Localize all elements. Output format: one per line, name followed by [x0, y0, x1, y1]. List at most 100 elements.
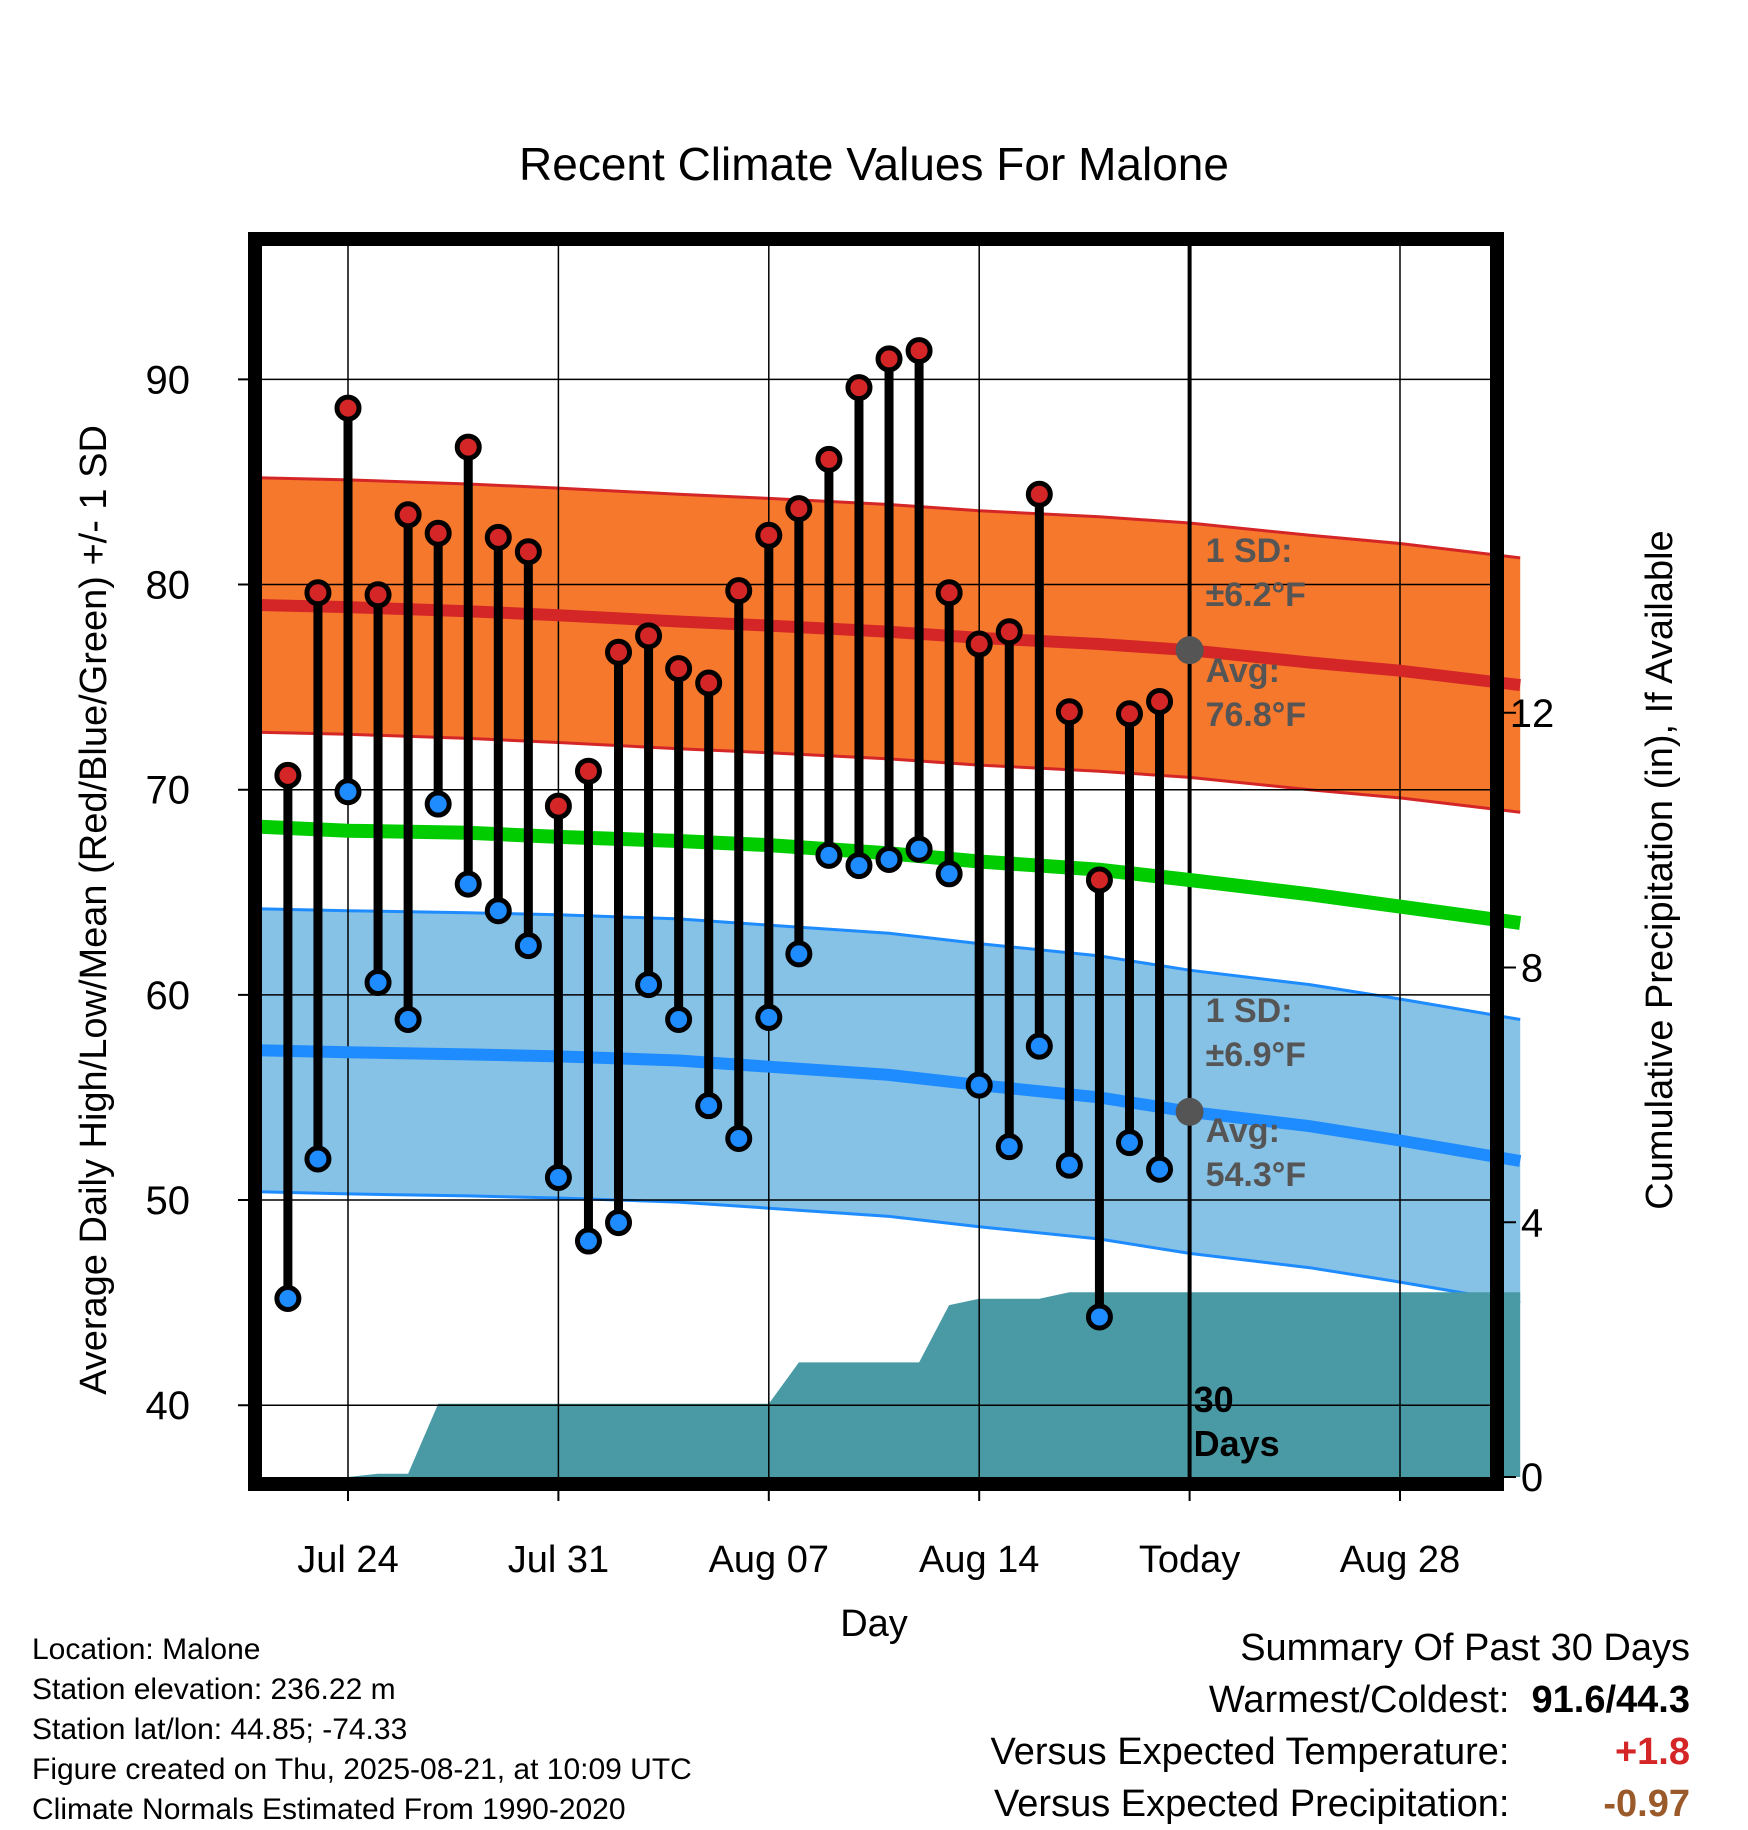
high-temp-point [1115, 700, 1143, 728]
high-temp-point [484, 523, 512, 551]
high-avg-label: Avg: [1206, 652, 1280, 690]
high-temp-point [274, 761, 302, 789]
y2-tick-label: 0 [1521, 1456, 1543, 1500]
plot-frame [248, 232, 1504, 1491]
low-temp-point [574, 1227, 602, 1255]
low-temp-point [1025, 1032, 1053, 1060]
low-temp-point [815, 841, 843, 869]
low-temp-point [785, 940, 813, 968]
high-temp-point [1085, 866, 1113, 894]
summary-warm-cold-value: 91.6/44.3 [1531, 1679, 1690, 1721]
low-sd-upper-edge [257, 907, 1521, 1021]
low-normal-line [257, 1044, 1522, 1167]
summary-temp-value: +1.8 [1614, 1731, 1690, 1773]
high-temp-point [755, 521, 783, 549]
high-sd-label: 1 SD: [1206, 532, 1293, 570]
x-tick-label: Jul 24 [297, 1539, 398, 1581]
y2-axis-label: Cumulative Precipitation (in), If Availa… [1639, 530, 1681, 1209]
precip-area [257, 1292, 1521, 1477]
summary-warm-cold-label: Warmest/Coldest: [1208, 1679, 1510, 1721]
summary-temp-label: Versus Expected Temperature: [990, 1731, 1510, 1773]
info-latlon: Station lat/lon: 44.85; -74.33 [32, 1713, 408, 1746]
low-temp-point [274, 1285, 302, 1313]
x-tick-label: Today [1139, 1539, 1240, 1581]
y-tick-label: 90 [146, 358, 191, 402]
high-temp-point [424, 519, 452, 547]
chart-title: Recent Climate Values For Malone [519, 138, 1229, 190]
low-temp-point [484, 897, 512, 925]
low-temp-point [304, 1145, 332, 1173]
y2-tick-label: 8 [1521, 947, 1543, 991]
low-temp-point [514, 932, 542, 960]
x-tick-label: Aug 28 [1340, 1539, 1460, 1581]
summary-panel: Summary Of Past 30 Days Warmest/Coldest:… [991, 1622, 1690, 1830]
info-created: Figure created on Thu, 2025-08-21, at 10… [32, 1753, 692, 1786]
low-temp-point [695, 1092, 723, 1120]
high-temp-point [695, 669, 723, 697]
low-avg-label: Avg: [1206, 1112, 1280, 1150]
low-temp-point [845, 852, 873, 880]
high-temp-point [454, 433, 482, 461]
low-temp-point [935, 860, 963, 888]
high-temp-point [514, 538, 542, 566]
low-temp-point [755, 1003, 783, 1031]
low-temp-point [1055, 1151, 1083, 1179]
y-tick-label: 80 [146, 564, 191, 608]
high-temp-point [1146, 687, 1174, 715]
low-temp-point [1146, 1155, 1174, 1183]
low-temp-point [1115, 1129, 1143, 1157]
high-temp-point [935, 579, 963, 607]
low-temp-point [605, 1209, 633, 1237]
low-temp-point [635, 971, 663, 999]
low-temp-point [394, 1005, 422, 1033]
summary-precip-row: Versus Expected Precipitation: -0.97 [991, 1778, 1690, 1830]
days-unit-label: Days [1194, 1423, 1280, 1464]
high-temp-point [905, 337, 933, 365]
low-temp-point [1085, 1303, 1113, 1331]
low-sd-label: 1 SD: [1206, 992, 1293, 1030]
high-temp-point [544, 792, 572, 820]
high-temp-point [965, 630, 993, 658]
y-tick-label: 70 [146, 769, 191, 813]
summary-precip-label: Versus Expected Precipitation: [994, 1783, 1510, 1825]
low-temp-point [965, 1071, 993, 1099]
low-temp-point [364, 969, 392, 997]
high-temp-point [875, 345, 903, 373]
high-temp-point [1055, 698, 1083, 726]
high-avg-value: 76.8°F [1206, 696, 1307, 734]
x-tick-label: Aug 14 [919, 1539, 1039, 1581]
x-axis-label: Day [840, 1603, 908, 1645]
days-count-label: 30 [1194, 1379, 1234, 1420]
low-temp-point [995, 1133, 1023, 1161]
high-temp-point [605, 638, 633, 666]
low-temp-point [424, 790, 452, 818]
y2-tick-label: 12 [1510, 692, 1555, 736]
high-temp-point [635, 622, 663, 650]
high-temp-point [394, 501, 422, 529]
high-temp-point [995, 618, 1023, 646]
today-low-normal-marker [1175, 1097, 1204, 1126]
high-temp-point [364, 581, 392, 609]
low-temp-point [905, 835, 933, 863]
y2-tick-label: 4 [1521, 1201, 1543, 1245]
low-temp-point [875, 845, 903, 873]
low-temp-point [665, 1005, 693, 1033]
x-tick-label: Jul 31 [508, 1539, 609, 1581]
x-tick-label: Aug 07 [709, 1539, 829, 1581]
low-sd-lower-edge [257, 1190, 1521, 1305]
low-sd-value: ±6.9°F [1206, 1036, 1306, 1074]
high-temp-point [304, 579, 332, 607]
high-temp-point [665, 655, 693, 683]
low-sd-band [257, 908, 1521, 1303]
summary-precip-value: -0.97 [1603, 1783, 1690, 1825]
summary-warm-cold-row: Warmest/Coldest: 91.6/44.3 [991, 1674, 1690, 1726]
y-tick-label: 40 [146, 1384, 191, 1428]
high-temp-point [1025, 480, 1053, 508]
y-tick-label: 60 [146, 974, 191, 1018]
y-tick-label: 50 [146, 1179, 191, 1223]
y-axis-label: Average Daily High/Low/Mean (Red/Blue/Gr… [73, 425, 115, 1395]
low-temp-point [334, 778, 362, 806]
high-temp-point [845, 374, 873, 402]
low-avg-value: 54.3°F [1206, 1156, 1307, 1194]
info-elevation: Station elevation: 236.22 m [32, 1673, 396, 1706]
